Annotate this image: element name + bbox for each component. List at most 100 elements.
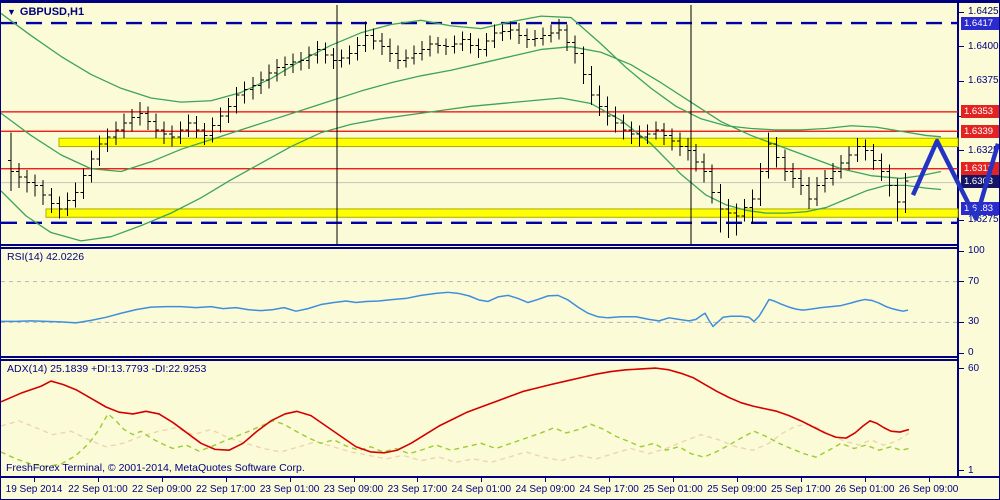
adx-tick-mark xyxy=(959,470,964,472)
ohlc-bar xyxy=(128,109,135,132)
ohlc-bar xyxy=(56,196,63,219)
ohlc-bar xyxy=(314,41,321,64)
time-tick-mark xyxy=(97,478,99,482)
ohlc-bar xyxy=(757,163,764,207)
ohlc-bar xyxy=(797,170,804,196)
ohlc-bar xyxy=(822,170,829,193)
adx-tick-label: 60 xyxy=(968,362,980,374)
time-axis-label: 24 Sep 01:00 xyxy=(451,484,512,495)
ohlc-bar xyxy=(104,128,111,153)
rsi-tick-label: 30 xyxy=(968,316,980,328)
price-level-chip: 1.6283 xyxy=(961,202,999,216)
ohlc-bar xyxy=(556,18,563,40)
ohlc-bar xyxy=(894,178,901,222)
adx-tick-label: 1 xyxy=(968,464,974,476)
time-axis[interactable]: 19 Sep 2014 22 Sep 01:00 22 Sep 09:00 22 Se… xyxy=(1,478,999,499)
time-axis-label: 22 Sep 17:00 xyxy=(195,484,256,495)
symbol-dropdown-icon[interactable]: ▼ xyxy=(7,7,16,17)
rsi-chart-area[interactable] xyxy=(1,250,959,356)
ohlc-bar xyxy=(701,153,708,183)
price-tick-label: 1.6325 xyxy=(968,144,999,156)
time-axis-label: 24 Sep 17:00 xyxy=(579,484,639,495)
ohlc-bar xyxy=(435,36,442,54)
ohlc-bar xyxy=(539,27,546,46)
ohlc-bar xyxy=(265,64,272,89)
bollinger-lower-line xyxy=(1,97,942,242)
ohlc-bar xyxy=(40,179,47,205)
ohlc-bar xyxy=(483,32,490,57)
price-tick-label: 1.6425 xyxy=(968,6,999,17)
ohlc-bar xyxy=(120,113,127,139)
price-axis-separator[interactable] xyxy=(957,1,959,478)
time-axis-label: 23 Sep 17:00 xyxy=(387,484,448,495)
ohlc-bar xyxy=(467,32,474,54)
ohlc-bar xyxy=(870,143,877,171)
symbol-text: GBPUSD,H1 xyxy=(19,6,85,18)
ohlc-bar xyxy=(88,150,95,183)
ohlc-bar xyxy=(72,182,79,208)
ohlc-bar xyxy=(636,125,643,147)
time-tick-mark xyxy=(289,478,291,482)
ohlc-bar xyxy=(161,121,168,144)
ohlc-bar xyxy=(427,35,434,57)
ohlc-bar xyxy=(338,49,345,68)
ohlc-bar xyxy=(475,38,482,58)
window-top-border xyxy=(1,1,999,3)
rsi-tick-mark xyxy=(959,352,964,354)
plus-di-line xyxy=(1,413,910,468)
rsi-pane-top-border xyxy=(1,247,959,249)
ohlc-bar xyxy=(733,203,740,236)
ohlc-bar xyxy=(386,38,393,62)
adx-chart-area[interactable] xyxy=(1,362,959,476)
ohlc-bar xyxy=(765,132,772,179)
time-tick-mark xyxy=(545,478,547,482)
ohlc-bar xyxy=(902,172,909,214)
price-axis[interactable]: 1.64251.64001.63751.63501.63251.63001.62… xyxy=(959,1,999,478)
time-tick-mark xyxy=(34,478,35,482)
ohlc-bar xyxy=(362,21,369,53)
copyright-text: FreshForex Terminal, © 2001-2014, MetaQu… xyxy=(6,462,305,474)
rsi-line xyxy=(1,291,909,328)
ohlc-bar xyxy=(177,121,184,144)
price-tick-mark xyxy=(959,219,964,221)
time-tick-mark xyxy=(481,478,483,482)
ohlc-bar xyxy=(16,163,23,189)
ohlc-bar xyxy=(459,31,466,51)
ohlc-bar xyxy=(80,168,87,200)
ohlc-bar xyxy=(628,121,635,144)
price-tick-mark xyxy=(959,11,964,13)
price-chart-area[interactable] xyxy=(1,3,959,244)
price-level-chip: 1.6312 xyxy=(961,162,999,176)
price-level-chip: 1.6353 xyxy=(961,105,999,119)
ohlc-bar xyxy=(523,28,530,49)
symbol-timeframe-label[interactable]: ▼ GBPUSD,H1 xyxy=(7,6,84,18)
price-level-chip: 1.6339 xyxy=(961,124,999,138)
time-axis-label: 19 Sep 2014 xyxy=(5,484,63,495)
ohlc-bar xyxy=(709,164,716,204)
ohlc-bar xyxy=(257,71,264,94)
ohlc-bar xyxy=(604,96,611,126)
yellow-zone-band xyxy=(45,208,959,218)
rsi-adx-separator[interactable] xyxy=(1,356,959,358)
time-tick-mark xyxy=(673,478,674,482)
ohlc-bar xyxy=(717,183,724,233)
ohlc-bar xyxy=(451,35,458,54)
ohlc-bar xyxy=(443,38,450,55)
ohlc-bar xyxy=(886,164,893,197)
ohlc-bar xyxy=(676,132,683,157)
ohlc-bar xyxy=(548,24,555,43)
ohlc-bar xyxy=(862,139,869,161)
time-axis-label: 23 Sep 01:00 xyxy=(259,484,320,495)
bollinger-middle-line xyxy=(1,46,942,180)
bollinger-upper-line xyxy=(1,12,942,138)
time-tick-mark xyxy=(161,478,163,482)
ohlc-bar xyxy=(668,128,675,151)
ohlc-bar xyxy=(153,113,160,139)
time-axis-label: 25 Sep 17:00 xyxy=(771,484,831,495)
main-rsi-separator[interactable] xyxy=(1,244,959,246)
time-axis-separator xyxy=(1,476,999,478)
ohlc-bar xyxy=(201,122,208,146)
ohlc-bar xyxy=(32,174,39,197)
ohlc-bar xyxy=(854,138,861,162)
